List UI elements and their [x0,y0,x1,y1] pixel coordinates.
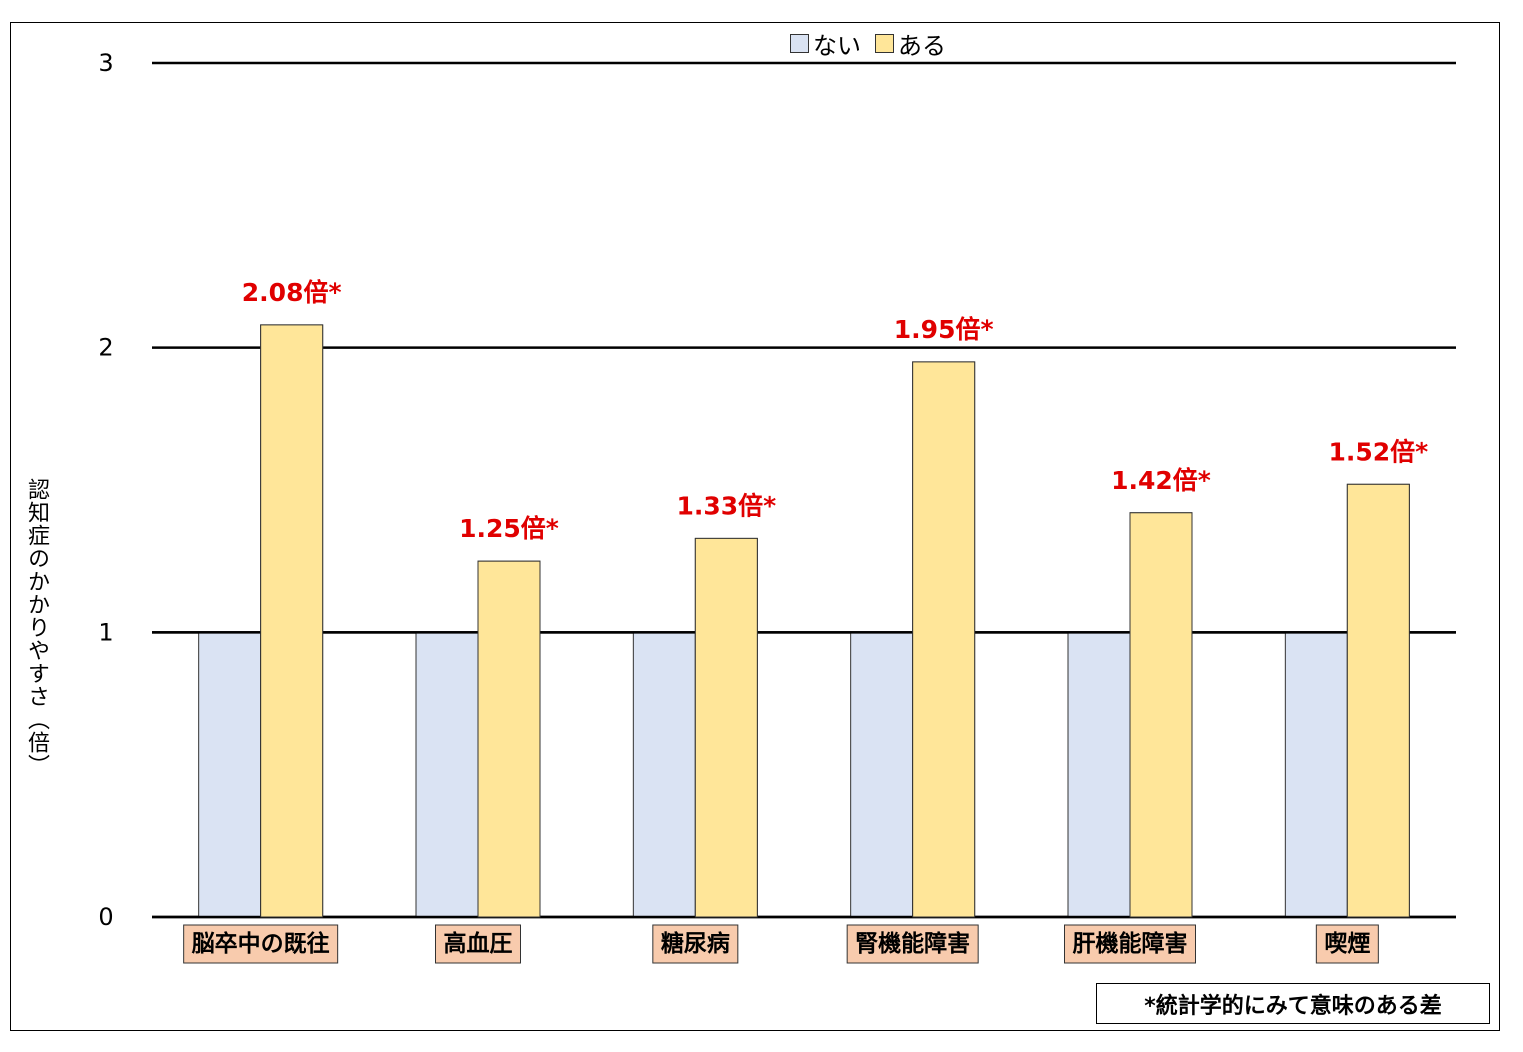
x-tick-label-bg-4 [1064,924,1196,964]
x-tick-label-bg-2 [652,924,739,964]
data-label-2: 1.33倍* [676,491,776,520]
x-tick-label-bg-3 [846,924,979,964]
data-label-0: 2.08倍* [242,278,342,307]
y-tick-label-3: 3 [98,49,113,77]
data-label-3: 1.95倍* [894,315,994,344]
x-tick-label-bg-5 [1315,924,1379,964]
y-axis-label: 認知症のかかりやすさ（倍） [24,478,49,777]
x-tick-label-1: 高血圧 [444,930,513,957]
x-tick-label-bg-1 [435,924,521,964]
bar-aru-top-0 [260,324,324,918]
bar-aru-top-5 [1346,483,1410,918]
x-tick-label-0: 脳卒中の既往 [192,930,330,957]
chart-frame [10,22,1500,1031]
bar-nai-1 [415,631,479,918]
legend-label-nai: ない [813,31,861,60]
legend: ない ある [790,26,960,61]
footnote: *統計学的にみて意味のある差 [1096,983,1490,1024]
x-tick-label-2: 糖尿病 [661,930,730,957]
bar-nai-2 [632,631,696,918]
x-tick-label-3: 腎機能障害 [855,930,970,957]
bar-aru-top-4 [1129,512,1193,918]
legend-item-aru: ある [875,26,946,61]
x-tick-label-5: 喫煙 [1324,931,1370,957]
legend-swatch-aru [875,33,894,53]
y-tick-label-0: 0 [98,903,113,931]
data-label-5: 1.52倍* [1328,437,1428,466]
x-tick-label-4: 肝機能障害 [1073,930,1188,957]
bar-aru-top-1 [477,560,541,918]
y-tick-label-2: 2 [98,334,113,362]
bar-nai-5 [1284,631,1348,918]
bar-aru-top-3 [912,361,976,918]
bar-aru-top-2 [694,537,758,918]
legend-item-nai: ない [790,26,861,61]
data-label-4: 1.42倍* [1111,466,1211,495]
bar-nai-4 [1067,631,1131,918]
bar-nai-3 [850,631,914,918]
legend-swatch-nai [790,33,809,53]
bar-nai-0 [198,631,262,918]
y-tick-label-1: 1 [98,618,113,646]
data-label-1: 1.25倍* [459,514,559,543]
x-tick-label-bg-0 [183,924,339,964]
legend-label-aru: ある [898,31,946,60]
